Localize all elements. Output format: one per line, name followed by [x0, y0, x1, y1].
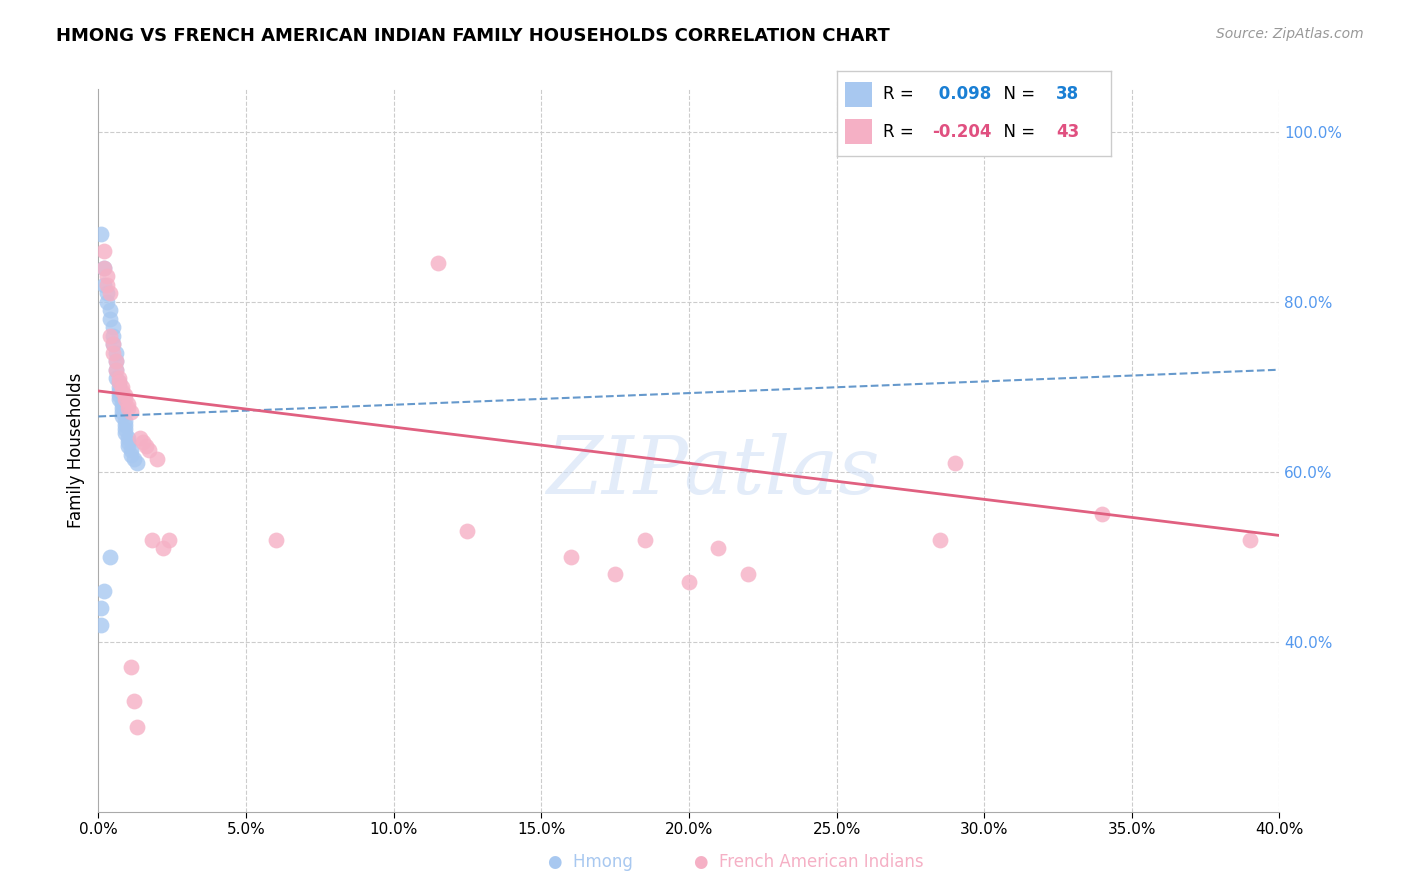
Point	[1239, 533, 1261, 547]
Point	[93, 260, 115, 275]
Point	[96, 294, 118, 309]
Point	[111, 384, 134, 398]
Point	[96, 269, 118, 284]
Bar	[845, 81, 872, 107]
Point	[114, 426, 136, 441]
Point	[105, 362, 128, 376]
Point	[122, 694, 145, 708]
Point	[264, 533, 287, 547]
Point	[108, 392, 131, 407]
Point	[98, 549, 121, 564]
Text: ●  Hmong: ● Hmong	[548, 853, 633, 871]
Y-axis label: Family Households: Family Households	[66, 373, 84, 528]
Point	[120, 448, 142, 462]
Point	[93, 583, 115, 598]
Point	[111, 405, 134, 419]
Point	[114, 414, 136, 428]
Point	[152, 541, 174, 556]
Point	[146, 452, 169, 467]
Point	[105, 354, 128, 368]
Point	[108, 376, 131, 390]
Point	[90, 227, 112, 241]
Point	[105, 362, 128, 376]
Point	[427, 256, 450, 270]
Point	[605, 566, 627, 581]
Point	[103, 320, 125, 334]
Point	[96, 286, 118, 301]
Text: Source: ZipAtlas.com: Source: ZipAtlas.com	[1216, 27, 1364, 41]
Point	[108, 380, 131, 394]
Point	[117, 431, 139, 445]
Point	[103, 345, 125, 359]
Point	[108, 371, 131, 385]
Point	[122, 452, 145, 467]
Point	[111, 397, 134, 411]
Point	[93, 260, 115, 275]
Point	[90, 600, 112, 615]
Point	[132, 434, 155, 449]
Point	[103, 337, 125, 351]
Point	[98, 311, 121, 326]
Point	[117, 397, 139, 411]
Point	[678, 575, 700, 590]
Point	[114, 388, 136, 402]
Text: 38: 38	[1056, 86, 1078, 103]
Point	[111, 409, 134, 424]
Point	[93, 244, 115, 258]
Point	[707, 541, 730, 556]
Point	[114, 417, 136, 432]
Point	[105, 371, 128, 385]
Point	[98, 328, 121, 343]
Point	[103, 337, 125, 351]
Text: 0.098: 0.098	[932, 86, 991, 103]
Point	[103, 328, 125, 343]
Text: N =: N =	[993, 122, 1040, 141]
Point	[108, 388, 131, 402]
Point	[138, 443, 160, 458]
Text: R =: R =	[883, 122, 920, 141]
Point	[108, 384, 131, 398]
Text: ●  French American Indians: ● French American Indians	[693, 853, 924, 871]
Point	[125, 456, 148, 470]
Point	[105, 354, 128, 368]
Point	[120, 405, 142, 419]
Point	[157, 533, 180, 547]
Point	[111, 401, 134, 415]
Point	[457, 524, 479, 539]
Point	[96, 277, 118, 292]
Point	[93, 277, 115, 292]
Point	[737, 566, 759, 581]
Text: N =: N =	[993, 86, 1040, 103]
Point	[634, 533, 657, 547]
Point	[929, 533, 952, 547]
Point	[943, 456, 966, 470]
Text: R =: R =	[883, 86, 920, 103]
Point	[125, 720, 148, 734]
Point	[111, 380, 134, 394]
Point	[108, 376, 131, 390]
Point	[98, 303, 121, 318]
Point	[1091, 507, 1114, 521]
Point	[105, 345, 128, 359]
Text: 43: 43	[1056, 122, 1080, 141]
Point	[117, 401, 139, 415]
Point	[141, 533, 163, 547]
Text: -0.204: -0.204	[932, 122, 993, 141]
Point	[114, 392, 136, 407]
Point	[135, 439, 157, 453]
Point	[560, 549, 582, 564]
Point	[98, 286, 121, 301]
Point	[117, 434, 139, 449]
Point	[120, 660, 142, 674]
Point	[117, 439, 139, 453]
Text: HMONG VS FRENCH AMERICAN INDIAN FAMILY HOUSEHOLDS CORRELATION CHART: HMONG VS FRENCH AMERICAN INDIAN FAMILY H…	[56, 27, 890, 45]
Point	[114, 422, 136, 436]
Text: ZIPatlas: ZIPatlas	[546, 434, 879, 511]
Point	[128, 431, 150, 445]
Point	[90, 617, 112, 632]
Point	[120, 443, 142, 458]
Bar	[845, 119, 872, 145]
